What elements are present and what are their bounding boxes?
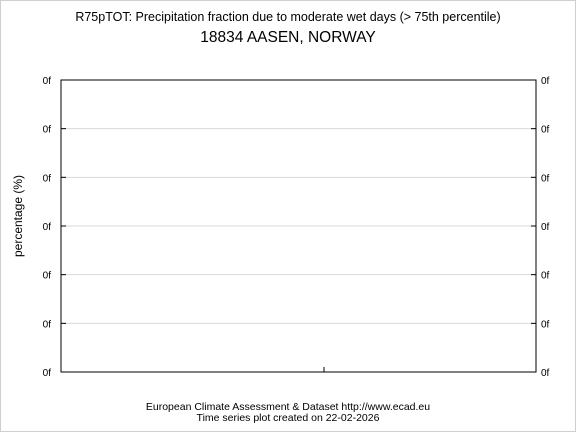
chart-subtitle: 18834 AASEN, NORWAY — [200, 29, 375, 46]
y-tick-label-right: 0f — [541, 368, 550, 379]
y-tick-label-left: 0f — [43, 319, 52, 330]
y-tick-label-left: 0f — [43, 368, 52, 379]
y-axis-right-ticks: 0f 0f 0f 0f 0f 0f 0f — [531, 76, 550, 379]
gridlines — [61, 128, 536, 324]
y-axis-label: percentage (%) — [11, 175, 25, 257]
footer-credit: European Climate Assessment & Dataset ht… — [146, 401, 430, 413]
y-tick-label-right: 0f — [541, 76, 550, 87]
y-tick-label-left: 0f — [43, 173, 52, 184]
y-tick-label-right: 0f — [541, 319, 550, 330]
y-tick-label-right: 0f — [541, 125, 550, 136]
footer-created-date: Time series plot created on 22-02-2026 — [197, 412, 380, 424]
y-tick-label-left: 0f — [43, 125, 52, 136]
y-tick-label-right: 0f — [541, 222, 550, 233]
y-tick-label-left: 0f — [43, 271, 52, 282]
y-axis-left-ticks: 0f 0f 0f 0f 0f 0f 0f — [43, 76, 66, 379]
y-tick-label-right: 0f — [541, 271, 550, 282]
y-tick-label-left: 0f — [43, 222, 52, 233]
y-tick-label-left: 0f — [43, 76, 52, 87]
chart-title: R75pTOT: Precipitation fraction due to m… — [75, 10, 500, 24]
y-tick-label-right: 0f — [541, 173, 550, 184]
